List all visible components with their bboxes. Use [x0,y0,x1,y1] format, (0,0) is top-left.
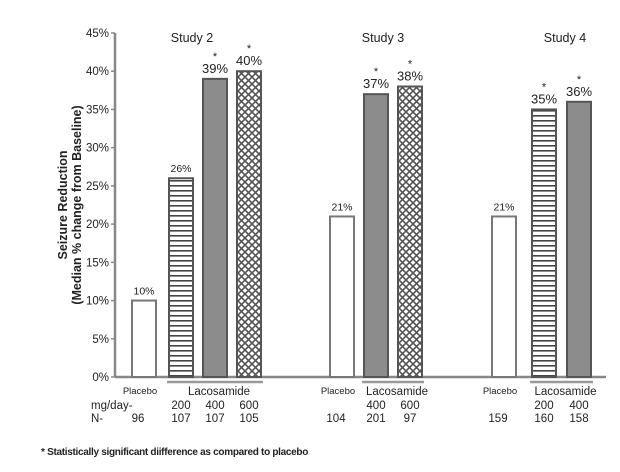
data-label: 21% [493,201,514,213]
y-tick-label: 15% [86,257,109,269]
data-label: 35% [531,91,557,106]
footnote: * Statistically significant diifference … [41,447,309,458]
n-label: 159 [488,413,507,425]
bar [236,70,262,378]
dose-label: 600 [400,400,419,412]
y-axis-subtitle: (Median % change from Baseline) [70,105,84,304]
n-label: 107 [205,413,224,425]
bar [531,108,557,378]
y-tick-label: 40% [86,66,109,78]
y-tick-label: 30% [86,143,109,155]
data-label: 10% [133,286,154,298]
significance-marker: * [408,59,413,71]
n-label: 96 [132,413,145,425]
bar [363,93,389,379]
bar [131,299,157,378]
n-label: 97 [404,413,417,425]
lacosamide-group-label: Lacosamide [366,386,428,398]
placebo-group-label: Placebo [483,386,517,397]
data-label: 37% [363,76,389,91]
data-label: 36% [566,84,592,99]
dose-label: 400 [569,400,588,412]
study-title: Study 2 [171,31,213,45]
bar [202,77,228,378]
dose-label: 200 [171,400,190,412]
y-tick-label: 10% [86,296,109,308]
n-label: 158 [569,413,588,425]
lacosamide-group-label: Lacosamide [534,386,596,398]
y-tick-label: 0% [92,372,109,384]
lacosamide-group-label: Lacosamide [188,386,250,398]
bar [168,177,194,378]
bar [397,85,423,378]
study-title: Study 4 [544,31,586,45]
placebo-group-label: Placebo [321,386,355,397]
significance-marker: * [577,74,582,86]
significance-marker: * [542,81,547,93]
placebo-group-label: Placebo [123,386,157,397]
data-label: 21% [331,201,352,213]
n-label: 201 [366,413,385,425]
study-title: Study 3 [362,31,404,45]
dose-label: 400 [366,400,385,412]
data-label: 39% [202,61,228,76]
n-label: 104 [326,413,346,425]
significance-marker: * [213,51,218,63]
bar [491,215,517,378]
significance-marker: * [247,43,252,55]
n-label: 160 [534,413,553,425]
n-label: 105 [239,413,258,425]
y-tick-label: 35% [86,104,109,116]
data-label: 38% [397,69,423,84]
dose-label: 600 [239,400,258,412]
dose-row-label: mg/day- [91,400,133,412]
y-tick-label: 5% [92,334,109,346]
y-axis-title: Seizure Reduction [56,150,70,259]
y-tick-label: 25% [86,181,109,193]
n-row-label: N- [91,413,103,425]
n-label: 107 [171,413,190,425]
bar [329,215,355,378]
y-tick-label: 45% [86,28,109,40]
bar [566,100,592,379]
data-label: 26% [170,163,191,175]
dose-label: 200 [534,400,553,412]
significance-marker: * [374,66,379,78]
dose-label: 400 [205,400,224,412]
data-label: 40% [236,53,262,68]
y-tick-label: 20% [86,219,109,231]
